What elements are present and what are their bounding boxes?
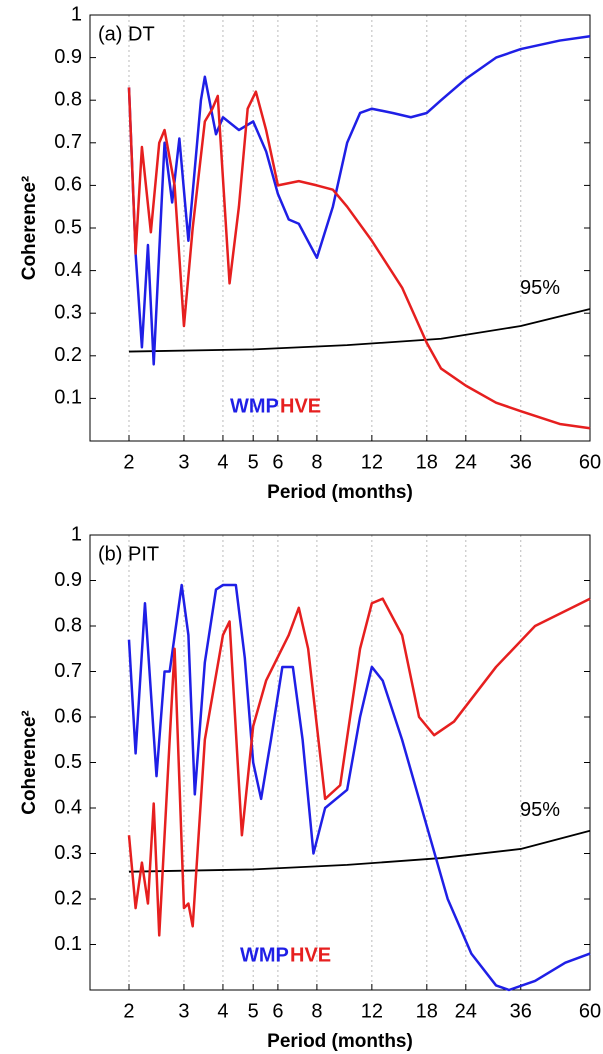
y-tick-label: 1: [71, 523, 82, 545]
x-tick-label: 18: [416, 1000, 438, 1022]
y-tick-label: 0.2: [54, 344, 82, 366]
y-tick-label: 0.8: [54, 88, 82, 110]
y-tick-label: 0.5: [54, 216, 82, 238]
y-tick-label: 0.6: [54, 705, 82, 727]
data-line: [127, 583, 591, 992]
x-tick-label: 24: [455, 451, 477, 473]
y-axis-label: Coherence²: [19, 710, 40, 815]
legend-entry: HVE: [290, 944, 331, 966]
y-tick-label: 0.4: [54, 259, 82, 281]
x-axis-label: Period (months): [267, 482, 413, 503]
threshold-line: [128, 829, 591, 873]
threshold-line: [128, 308, 591, 353]
x-tick-label: 5: [248, 451, 259, 473]
x-tick-label: 18: [416, 451, 438, 473]
y-tick-label: 1: [71, 3, 82, 25]
panel-annotation: (b) PIT: [98, 543, 159, 565]
y-axis-label: Coherence²: [19, 176, 40, 281]
x-tick-label: 3: [178, 1000, 189, 1022]
x-tick-label: 36: [510, 451, 532, 473]
y-tick-label: 0.6: [54, 174, 82, 196]
y-tick-label: 0.9: [54, 46, 82, 68]
x-tick-label: 2: [123, 451, 134, 473]
legend-entry: HVE: [280, 395, 321, 417]
plot-frame: [89, 14, 591, 442]
data-line: [127, 35, 591, 366]
x-tick-label: 2: [123, 1000, 134, 1022]
x-tick-label: 8: [311, 1000, 322, 1022]
x-tick-label: 60: [579, 1000, 601, 1022]
y-tick-label: 0.4: [54, 796, 82, 818]
y-tick-label: 0.1: [54, 933, 82, 955]
x-tick-label: 24: [455, 1000, 477, 1022]
x-tick-label: 12: [361, 451, 383, 473]
y-tick-label: 0.7: [54, 131, 82, 153]
data-line: [127, 597, 591, 937]
x-tick-label: 8: [311, 451, 322, 473]
y-tick-label: 0.5: [54, 751, 82, 773]
x-tick-label: 12: [361, 1000, 383, 1022]
x-tick-label: 60: [579, 451, 601, 473]
y-tick-label: 0.9: [54, 569, 82, 591]
y-tick-label: 0.8: [54, 614, 82, 636]
x-tick-label: 36: [510, 1000, 532, 1022]
x-tick-label: 4: [217, 1000, 228, 1022]
y-tick-label: 0.3: [54, 301, 82, 323]
y-tick-label: 0.3: [54, 842, 82, 864]
x-tick-label: 6: [272, 451, 283, 473]
x-tick-label: 3: [178, 451, 189, 473]
y-tick-label: 0.2: [54, 887, 82, 909]
threshold-label: 95%: [520, 799, 560, 821]
legend-entry: WMP: [230, 395, 279, 417]
legend-entry: WMP: [240, 944, 289, 966]
y-tick-label: 0.7: [54, 660, 82, 682]
y-tick-label: 0.1: [54, 387, 82, 409]
data-line: [127, 87, 591, 430]
x-axis-label: Period (months): [267, 1031, 413, 1052]
x-tick-label: 5: [248, 1000, 259, 1022]
x-tick-label: 4: [217, 451, 228, 473]
plot-frame: [89, 534, 591, 991]
x-tick-label: 6: [272, 1000, 283, 1022]
threshold-label: 95%: [520, 277, 560, 299]
panel-annotation: (a) DT: [98, 23, 155, 45]
